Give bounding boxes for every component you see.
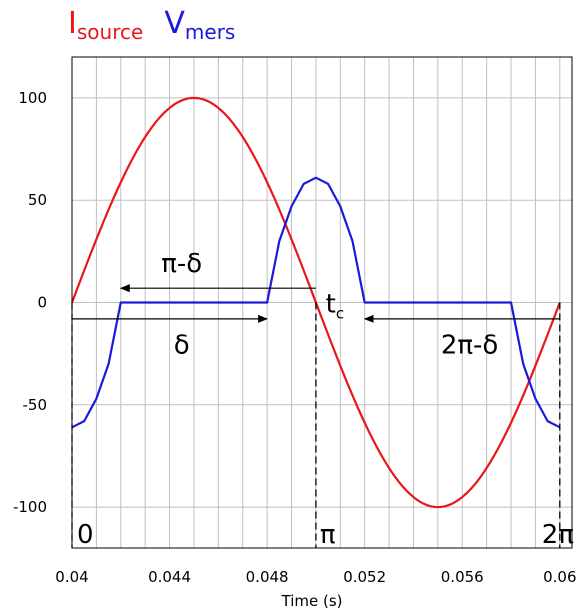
plot-frame	[71, 56, 573, 549]
x-tick-label: 0.044	[148, 568, 191, 586]
y-tick-label: 0	[37, 294, 47, 312]
x-tick-label: 0.06	[543, 568, 576, 586]
legend-isource-main: I	[68, 6, 77, 41]
legend-entry-vmers: Vmers	[164, 4, 235, 52]
legend-vmers-sub: mers	[184, 20, 236, 44]
annotation-pi-minus-delta: π-δ	[161, 249, 202, 279]
series-vmers-line	[71, 176, 561, 429]
x-tick-label: 0.04	[55, 568, 88, 586]
y-tick-label: 50	[28, 191, 47, 209]
legend-isource-sub: source	[76, 20, 144, 44]
annotation-two-pi-minus-delta: 2π-δ	[441, 331, 498, 361]
legend-entry-isource: Isource	[68, 4, 143, 52]
y-tick-label: -50	[23, 396, 48, 414]
annotation-tc: tc	[326, 290, 344, 323]
annotation-tc-sub: c	[336, 305, 344, 323]
x-tick-label: 0.048	[246, 568, 289, 586]
x-tick-label: 0.056	[441, 568, 484, 586]
x-axis-ticks: 0.04 0.044 0.048 0.052 0.056 0.06	[55, 568, 576, 586]
marker-zero: 0	[77, 520, 94, 550]
marker-pi: π	[320, 520, 336, 550]
x-tick-label: 0.052	[343, 568, 386, 586]
y-tick-label: 100	[18, 89, 47, 107]
x-axis-label: Time (s)	[281, 592, 343, 610]
y-axis-ticks: 100 50 0 -50 -100	[13, 89, 47, 516]
annotation-tc-main: t	[326, 290, 336, 320]
legend-vmers-main: V	[164, 6, 185, 41]
annotation-delta: δ	[174, 331, 190, 361]
legend: Isource Vmers	[68, 4, 251, 48]
marker-two-pi: 2π	[542, 520, 574, 550]
y-tick-label: -100	[13, 498, 47, 516]
